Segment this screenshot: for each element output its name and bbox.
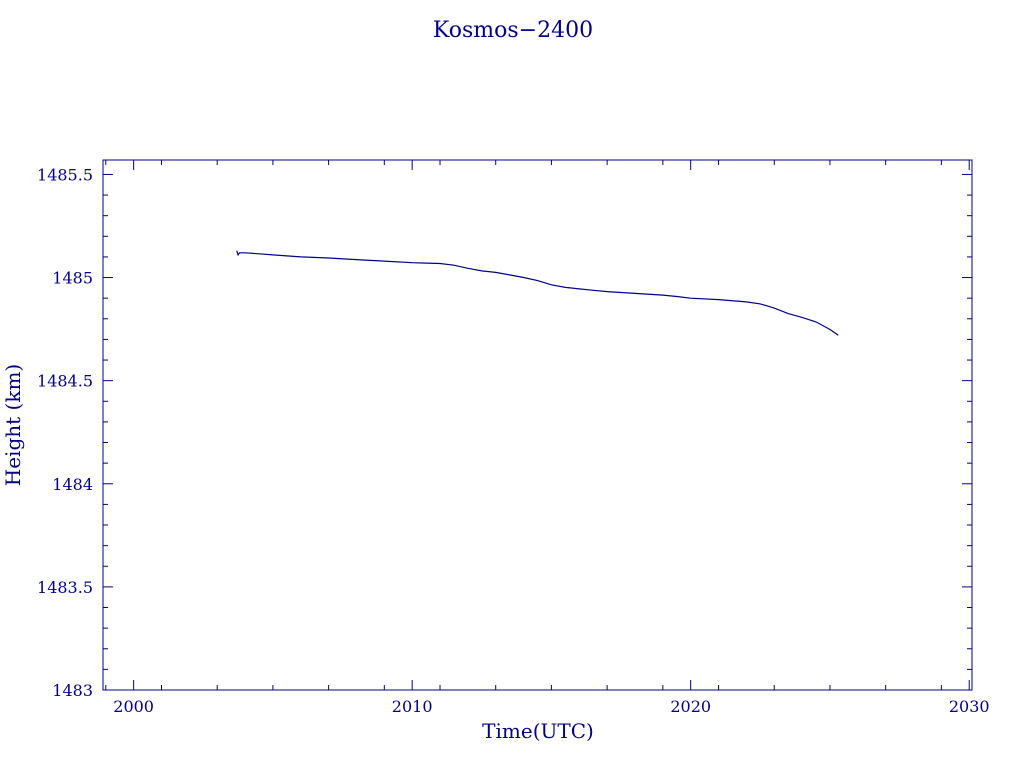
y-tick-label: 1483 (52, 681, 93, 700)
x-tick-label: 2010 (392, 697, 433, 716)
y-tick-label: 1485.5 (37, 165, 93, 184)
plot-frame (102, 159, 973, 691)
y-axis-label: Height (km) (1, 364, 25, 486)
y-tick-label: 1485 (52, 269, 93, 288)
y-axis: 1483 1483.5 1484 1484.5 1485 1485.5 (37, 165, 972, 700)
x-tick-label: 2020 (670, 697, 711, 716)
x-tick-label: 2030 (949, 697, 990, 716)
series-line (236, 250, 839, 336)
y-tick-label: 1484 (52, 475, 93, 494)
x-axis-label: Time(UTC) (482, 719, 594, 743)
chart-title: Kosmos−2400 (433, 18, 593, 43)
x-tick-label: 2000 (113, 697, 154, 716)
x-axis: 2000 2010 2020 2030 (105, 160, 990, 716)
y-tick-label: 1483.5 (37, 578, 93, 597)
y-tick-label: 1484.5 (37, 372, 93, 391)
